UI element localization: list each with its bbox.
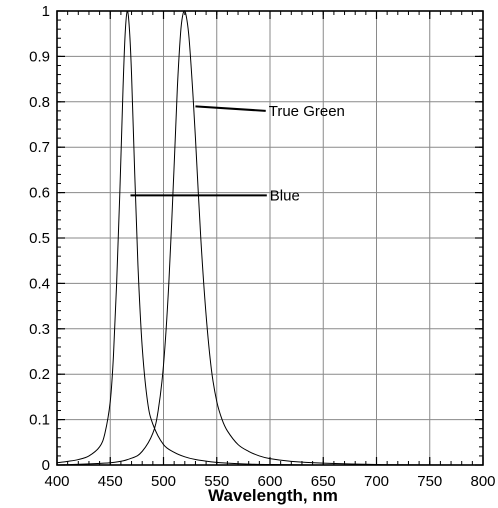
y-tick-label: 0.4 xyxy=(29,275,50,292)
x-tick-label: 500 xyxy=(151,473,176,490)
y-tick-label: 0.8 xyxy=(29,94,50,111)
x-tick-label: 550 xyxy=(204,473,229,490)
y-tick-label: 0.6 xyxy=(29,185,50,202)
y-tick-label: 0.3 xyxy=(29,321,50,338)
y-tick-label: 0.1 xyxy=(29,412,50,429)
grid xyxy=(57,11,483,465)
x-tick-label: 800 xyxy=(470,473,495,490)
series-lines xyxy=(56,10,484,466)
annotation-label-blue: Blue xyxy=(270,187,300,204)
x-tick-label: 400 xyxy=(44,473,69,490)
y-tick-label: 1 xyxy=(42,3,50,20)
x-tick-labels: 400 450 500 550 600 650 700 750 800 xyxy=(44,473,495,490)
x-tick-label: 750 xyxy=(417,473,442,490)
x-tick-label: 600 xyxy=(257,473,282,490)
y-tick-label: 0.2 xyxy=(29,366,50,383)
x-tick-label: 650 xyxy=(311,473,336,490)
annotation-line-true-green xyxy=(195,105,266,112)
x-axis-title: Wavelength, nm xyxy=(208,486,338,505)
series-line-true-green xyxy=(56,10,484,466)
series-line-blue xyxy=(56,10,483,466)
y-tick-label: 0.5 xyxy=(29,230,50,247)
annotation-label-true-green: True Green xyxy=(269,103,345,120)
y-tick-label: 0.7 xyxy=(29,139,50,156)
x-tick-label: 450 xyxy=(98,473,123,490)
y-tick-label: 0 xyxy=(42,457,50,474)
plot-frame xyxy=(56,10,484,466)
annotations: True Green Blue xyxy=(130,103,345,204)
x-tick-label: 700 xyxy=(364,473,389,490)
y-tick-label: 0.9 xyxy=(29,48,50,65)
y-tick-labels: 0 0.1 0.2 0.3 0.4 0.5 0.6 0.7 0.8 0.9 1 xyxy=(29,3,50,474)
